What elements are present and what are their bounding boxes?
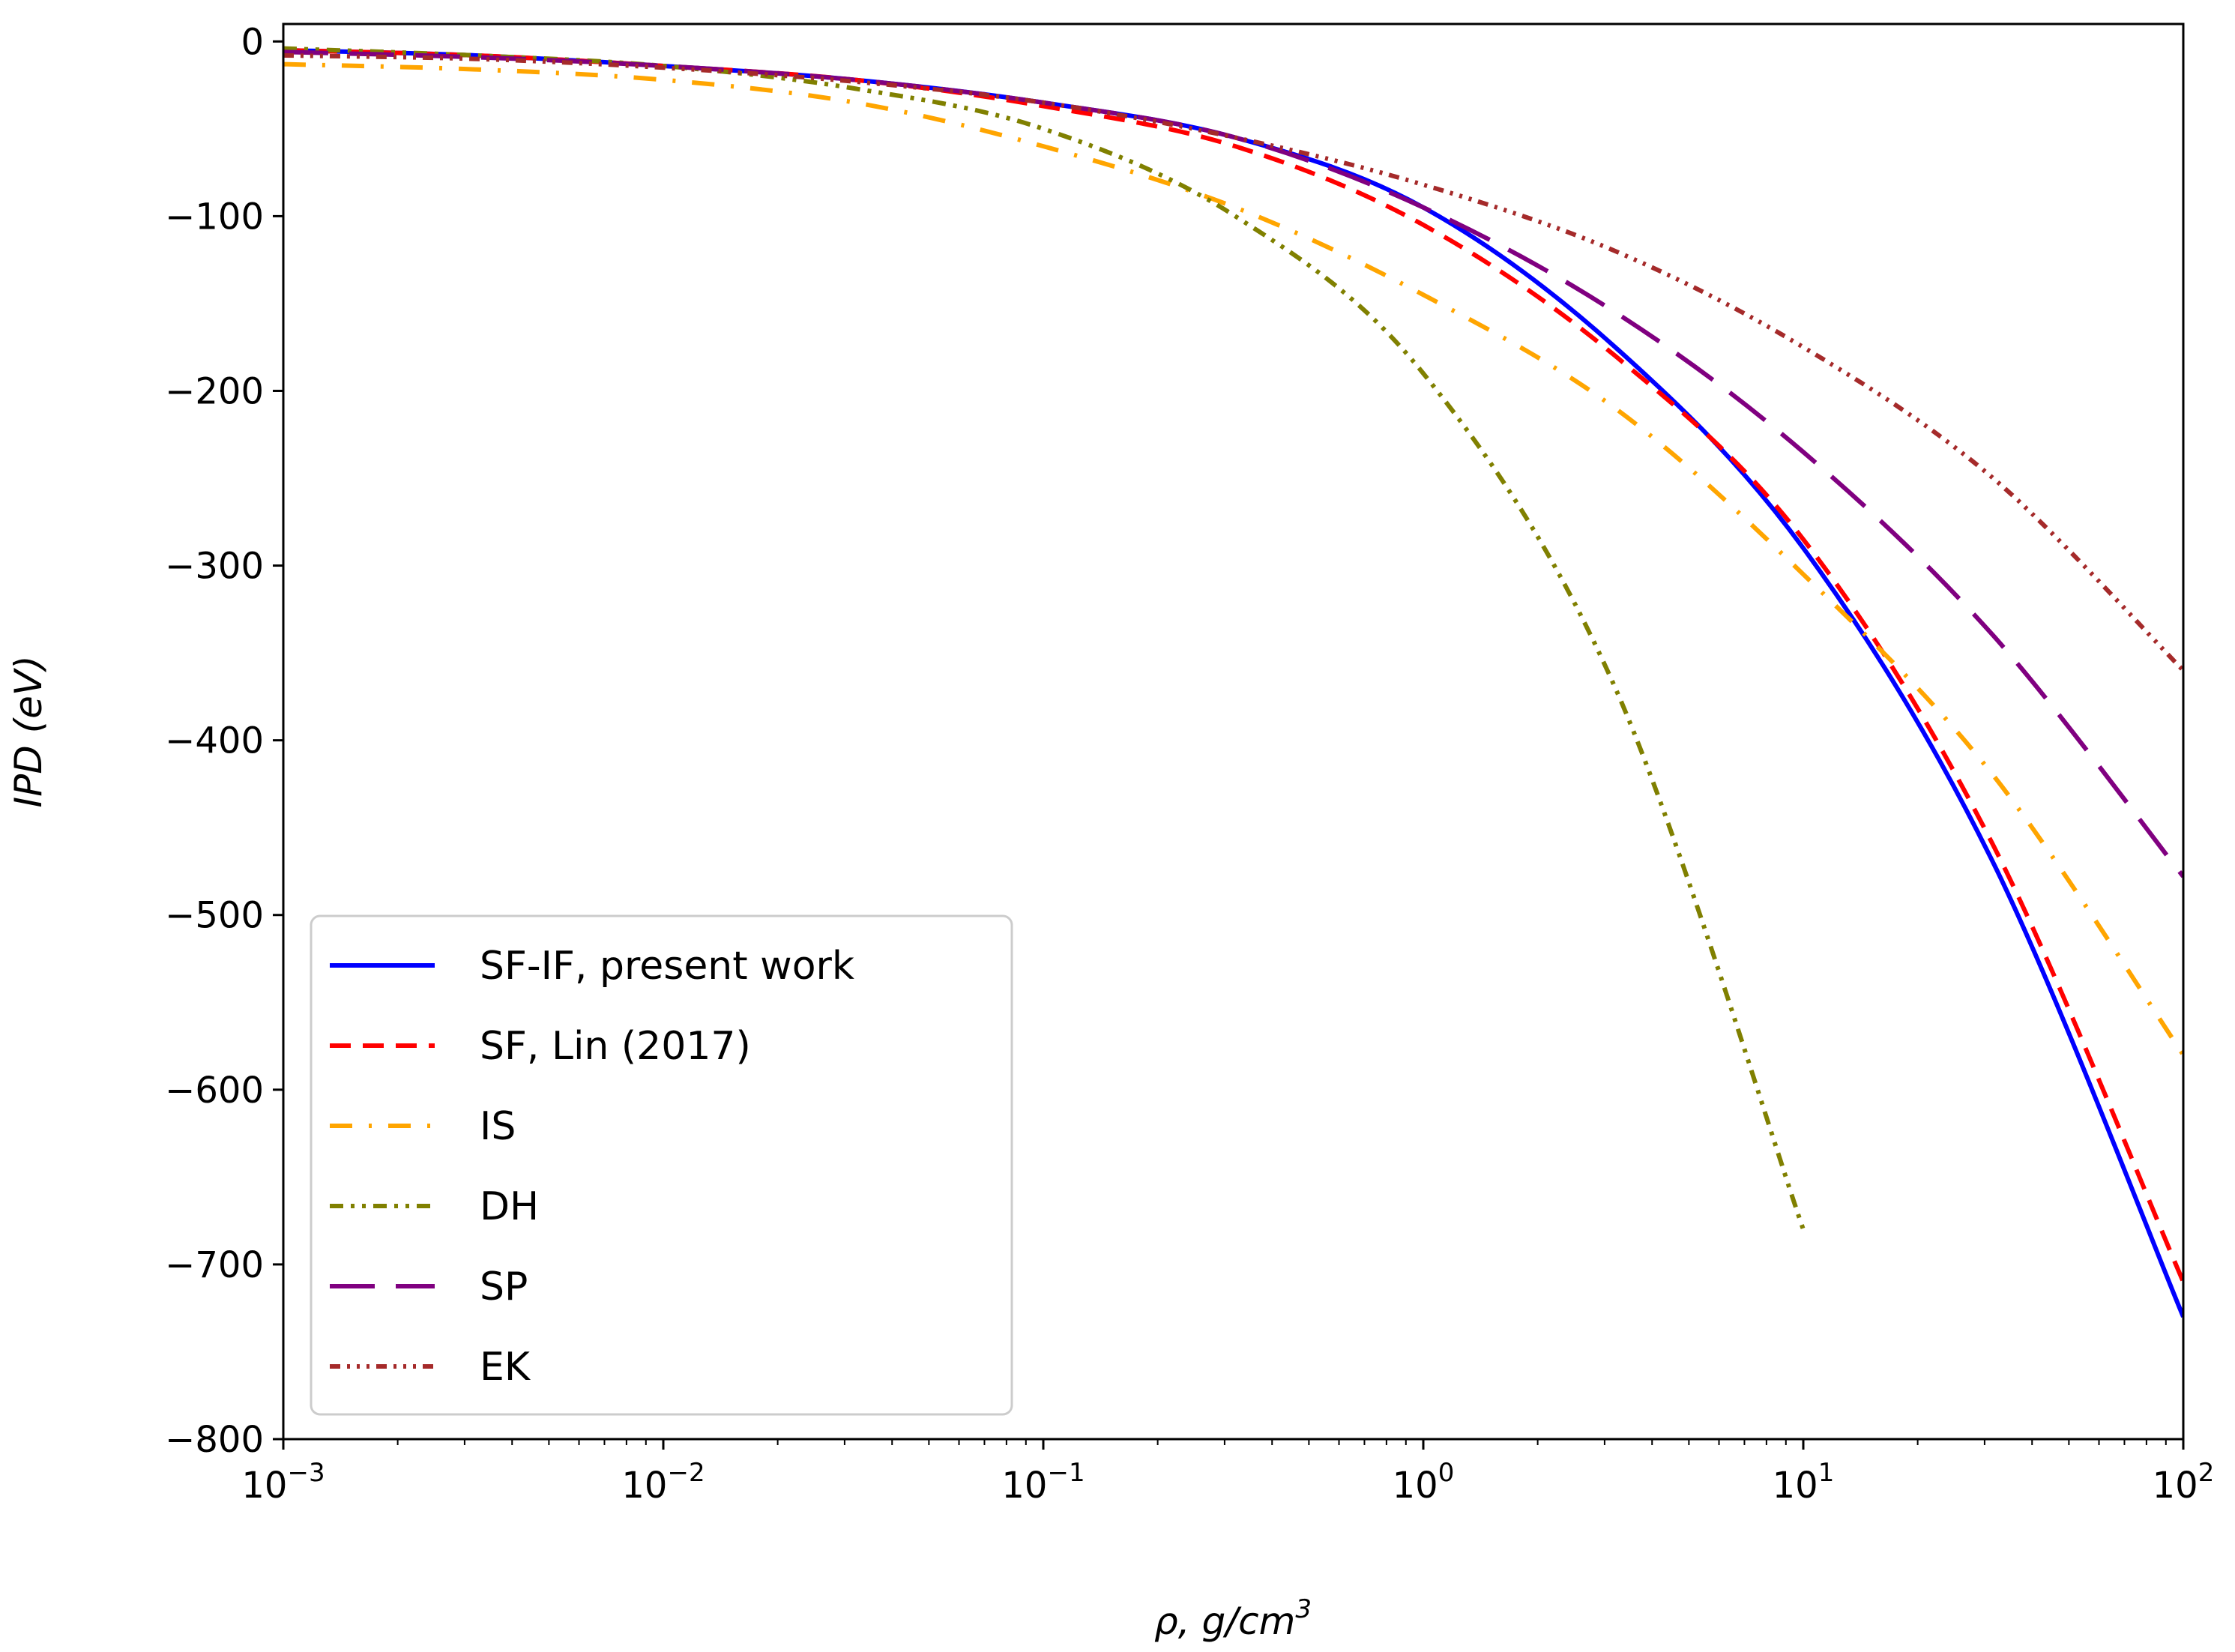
x-axis-title-superscript: 3 (1295, 1594, 1312, 1624)
y-tick-label: −500 (165, 895, 264, 937)
y-tick-label: −100 (165, 196, 264, 238)
x-tick-label: 102 (2153, 1458, 2215, 1507)
y-tick-label: −200 (165, 370, 264, 412)
plot-frame (282, 22, 2185, 1441)
legend-label: IS (480, 1104, 516, 1149)
y-tick-label: −400 (165, 720, 264, 762)
series-line-5 (283, 52, 2183, 672)
legend: SF-IF, present work SF, Lin (2017) IS DH SP E… (310, 914, 1013, 1416)
x-tick-label: 100 (1393, 1458, 1455, 1507)
y-tick-label: −700 (165, 1244, 264, 1286)
x-axis-title: ρ, g/cm3 (1154, 1594, 1312, 1643)
series-line-4 (283, 49, 2183, 878)
legend-label: SP (480, 1264, 528, 1309)
y-axis-title: IPD (eV) (7, 655, 50, 807)
legend-box (310, 914, 1013, 1416)
x-tick-label: 10−2 (621, 1458, 705, 1507)
y-tick-label: −300 (165, 546, 264, 588)
x-axis-title-text: ρ, g/cm (1154, 1600, 1295, 1643)
legend-label: SF, Lin (2017) (480, 1024, 751, 1069)
legend-label: DH (480, 1184, 539, 1229)
plot-series (283, 46, 2183, 1318)
y-tick-label: −800 (165, 1419, 264, 1461)
legend-label: EK (480, 1345, 531, 1390)
y-tick-label: −600 (165, 1070, 264, 1112)
x-tick-label: 101 (1773, 1458, 1835, 1507)
series-line-1 (283, 47, 2183, 1283)
tick-marks (273, 40, 2185, 1450)
x-tick-label: 10−3 (241, 1458, 325, 1507)
y-tick-label: 0 (241, 21, 264, 63)
series-line-3 (283, 46, 1806, 1231)
legend-label: SF-IF, present work (480, 944, 854, 989)
x-tick-label: 10−1 (1001, 1458, 1085, 1507)
